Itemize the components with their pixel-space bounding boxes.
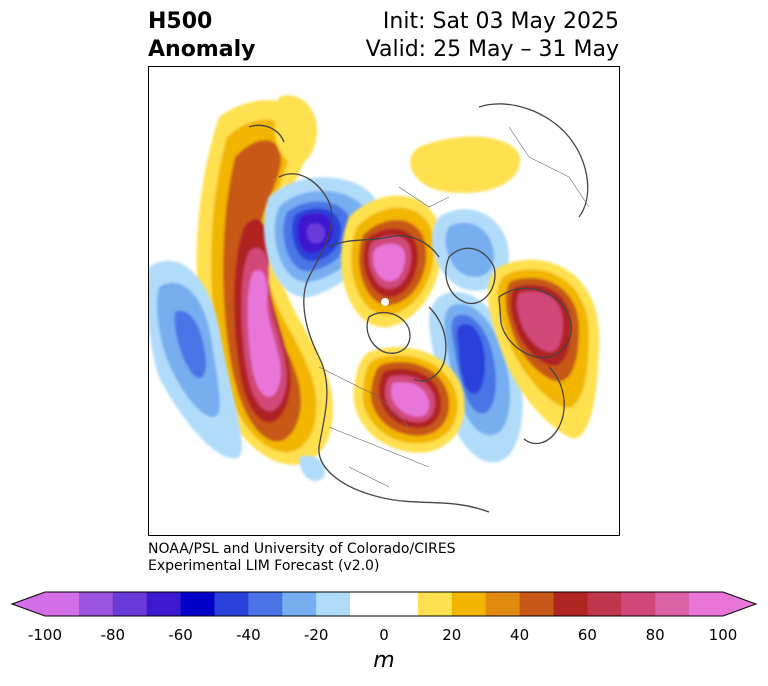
colorbar-tick-label: -100 — [27, 626, 63, 644]
credit-text: NOAA/PSL and University of Colorado/CIRE… — [148, 541, 456, 575]
colorbar-tick-label: 20 — [442, 626, 462, 644]
ridge-alaska — [274, 95, 318, 164]
colorbar-tick-label: -80 — [100, 626, 126, 644]
anomaly-map — [148, 66, 620, 536]
colorbar-outline — [10, 591, 758, 617]
colorbar-left-arrow — [12, 592, 45, 616]
colorbar-tick-label: -20 — [303, 626, 329, 644]
trough-east-pacific — [149, 260, 242, 459]
ridge-north-pole — [410, 136, 521, 193]
map-title-left: H500 Anomaly — [148, 8, 255, 64]
colorbar-tick-label: 60 — [577, 626, 597, 644]
colorbar-cell — [146, 592, 182, 616]
title-variable: H500 — [148, 9, 213, 34]
colorbar-cell — [350, 592, 385, 616]
colorbar-cell — [248, 592, 283, 616]
colorbar-tick-label: 40 — [510, 626, 530, 644]
anomaly-map-svg — [149, 95, 599, 513]
colorbar-cell — [689, 592, 724, 616]
ridge-west-north-america — [196, 100, 334, 465]
colorbar — [10, 591, 758, 617]
colorbar-cell — [78, 592, 114, 616]
colorbar-cell — [621, 592, 656, 616]
trough-barents — [431, 209, 509, 291]
colorbar-unit: m — [373, 648, 395, 673]
colorbar-cell — [417, 592, 453, 616]
colorbar-tick-label: -60 — [168, 626, 193, 644]
colorbar-cell — [316, 592, 351, 616]
title-anomaly: Anomaly — [148, 37, 256, 62]
north-pole-marker — [381, 298, 389, 306]
colorbar-cell — [451, 592, 487, 616]
colorbar-cell — [112, 592, 148, 616]
ridge-arctic-siberia — [341, 195, 442, 328]
colorbar-cell — [485, 592, 521, 616]
colorbar-cell — [180, 592, 215, 616]
valid-date-range: Valid: 25 May – 31 May — [365, 37, 619, 62]
init-date: Init: Sat 03 May 2025 — [382, 9, 619, 34]
colorbar-cell — [587, 592, 622, 616]
colorbar-ticks: -100 -80 -60 -40 -20 0 20 40 60 80 100 — [0, 626, 768, 646]
political-borders — [318, 126, 590, 488]
colorbar-cell — [214, 592, 249, 616]
colorbar-right-arrow — [723, 592, 756, 616]
colorbar-cell — [45, 592, 80, 616]
colorbar-tick-label: 100 — [708, 626, 738, 644]
coastlines — [248, 103, 589, 513]
colorbar-cell — [553, 592, 588, 616]
colorbar-cell — [282, 592, 317, 616]
colorbar-tick-label: 80 — [645, 626, 665, 644]
trough-southeast-us — [299, 455, 325, 481]
colorbar-cell — [655, 592, 690, 616]
ridge-europe — [487, 259, 599, 439]
colorbar-tick-label: 0 — [379, 626, 389, 644]
colorbar-cells — [45, 592, 724, 616]
colorbar-tick-label: -40 — [236, 626, 261, 644]
colorbar-cell — [384, 592, 419, 616]
colorbar-cell — [519, 592, 554, 616]
map-title-right: Init: Sat 03 May 2025 Valid: 25 May – 31… — [366, 8, 619, 64]
credit-line-2: Experimental LIM Forecast (v2.0) — [148, 558, 380, 574]
credit-line-1: NOAA/PSL and University of Colorado/CIRE… — [148, 541, 456, 557]
